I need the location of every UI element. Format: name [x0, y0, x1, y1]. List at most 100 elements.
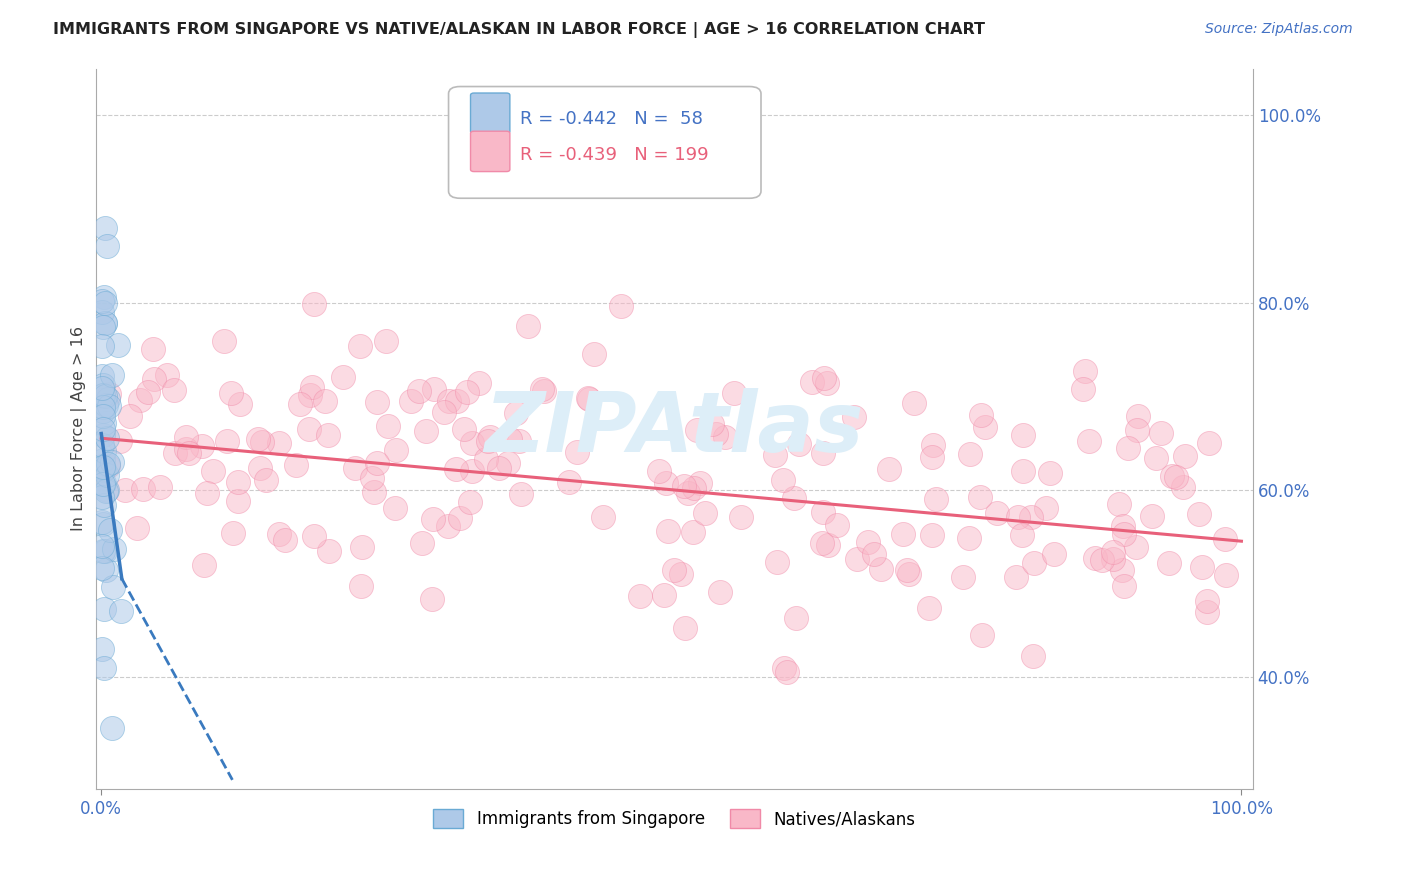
Point [107, 338, 129, 352]
Point [219, 385, 242, 400]
Point [785, 611, 807, 625]
Point [461, 435, 484, 450]
Point [1144, 450, 1167, 465]
Point [673, 621, 696, 635]
Point [531, 382, 554, 396]
Point [284, 458, 307, 472]
Point [578, 392, 600, 407]
Point [517, 318, 540, 333]
Point [420, 591, 443, 606]
Point [969, 409, 991, 423]
Point [91, 460, 114, 475]
Point [215, 434, 238, 449]
Point [96, 239, 118, 253]
Point [423, 382, 446, 396]
Point [94, 389, 117, 403]
Point [1161, 468, 1184, 483]
Point [1116, 441, 1139, 455]
Point [657, 524, 679, 538]
Point [628, 589, 651, 603]
Point [96, 483, 118, 498]
Point [672, 479, 695, 493]
Point [90, 294, 112, 309]
Point [655, 476, 678, 491]
Point [1195, 594, 1218, 608]
Point [1077, 434, 1099, 448]
Point [1126, 409, 1149, 424]
Point [453, 421, 475, 435]
Point [91, 369, 114, 384]
Point [226, 494, 249, 508]
Point [98, 387, 121, 401]
Point [91, 453, 114, 467]
Point [156, 368, 179, 383]
Point [91, 516, 114, 530]
Point [446, 394, 468, 409]
Point [1112, 519, 1135, 533]
Point [811, 446, 834, 460]
Point [959, 447, 981, 461]
Point [969, 490, 991, 504]
Point [856, 534, 879, 549]
Point [1173, 480, 1195, 494]
Point [702, 417, 724, 431]
Point [114, 483, 136, 497]
Point [433, 405, 456, 419]
Point [576, 392, 599, 406]
Point [174, 430, 197, 444]
Point [772, 473, 794, 487]
Point [1035, 501, 1057, 516]
Point [1114, 579, 1136, 593]
Point [1114, 526, 1136, 541]
Point [1042, 547, 1064, 561]
Point [974, 420, 997, 434]
Legend: Immigrants from Singapore, Natives/Alaskans: Immigrants from Singapore, Natives/Alask… [426, 803, 922, 835]
Point [1071, 382, 1094, 396]
Point [1101, 551, 1123, 566]
Point [1011, 427, 1033, 442]
Point [1007, 510, 1029, 524]
Point [103, 542, 125, 557]
Point [97, 457, 120, 471]
Point [813, 505, 835, 519]
FancyBboxPatch shape [471, 93, 510, 134]
Point [247, 432, 270, 446]
FancyBboxPatch shape [471, 131, 510, 171]
Point [1012, 464, 1035, 478]
Point [191, 439, 214, 453]
Point [800, 375, 823, 389]
Point [891, 527, 914, 541]
Point [110, 604, 132, 618]
Point [787, 436, 810, 450]
Text: ZIPAtlas: ZIPAtlas [485, 388, 863, 469]
Point [377, 419, 399, 434]
Point [811, 536, 834, 550]
Point [897, 566, 920, 581]
Point [467, 376, 489, 390]
Point [366, 395, 388, 409]
Point [1011, 527, 1033, 541]
Point [479, 430, 502, 444]
Point [877, 462, 900, 476]
Point [1125, 540, 1147, 554]
Point [91, 641, 114, 656]
Point [918, 600, 941, 615]
Point [592, 510, 614, 524]
Point [783, 491, 806, 505]
Point [1022, 556, 1045, 570]
Point [93, 295, 115, 310]
Point [1005, 570, 1028, 584]
Point [288, 396, 311, 410]
Point [91, 458, 114, 473]
Point [669, 567, 692, 582]
Point [91, 320, 114, 334]
Point [100, 722, 122, 736]
Point [91, 476, 114, 491]
Point [652, 588, 675, 602]
Point [437, 519, 460, 533]
Point [350, 579, 373, 593]
Point [177, 446, 200, 460]
Point [91, 463, 114, 477]
Point [129, 393, 152, 408]
Point [1213, 532, 1236, 546]
